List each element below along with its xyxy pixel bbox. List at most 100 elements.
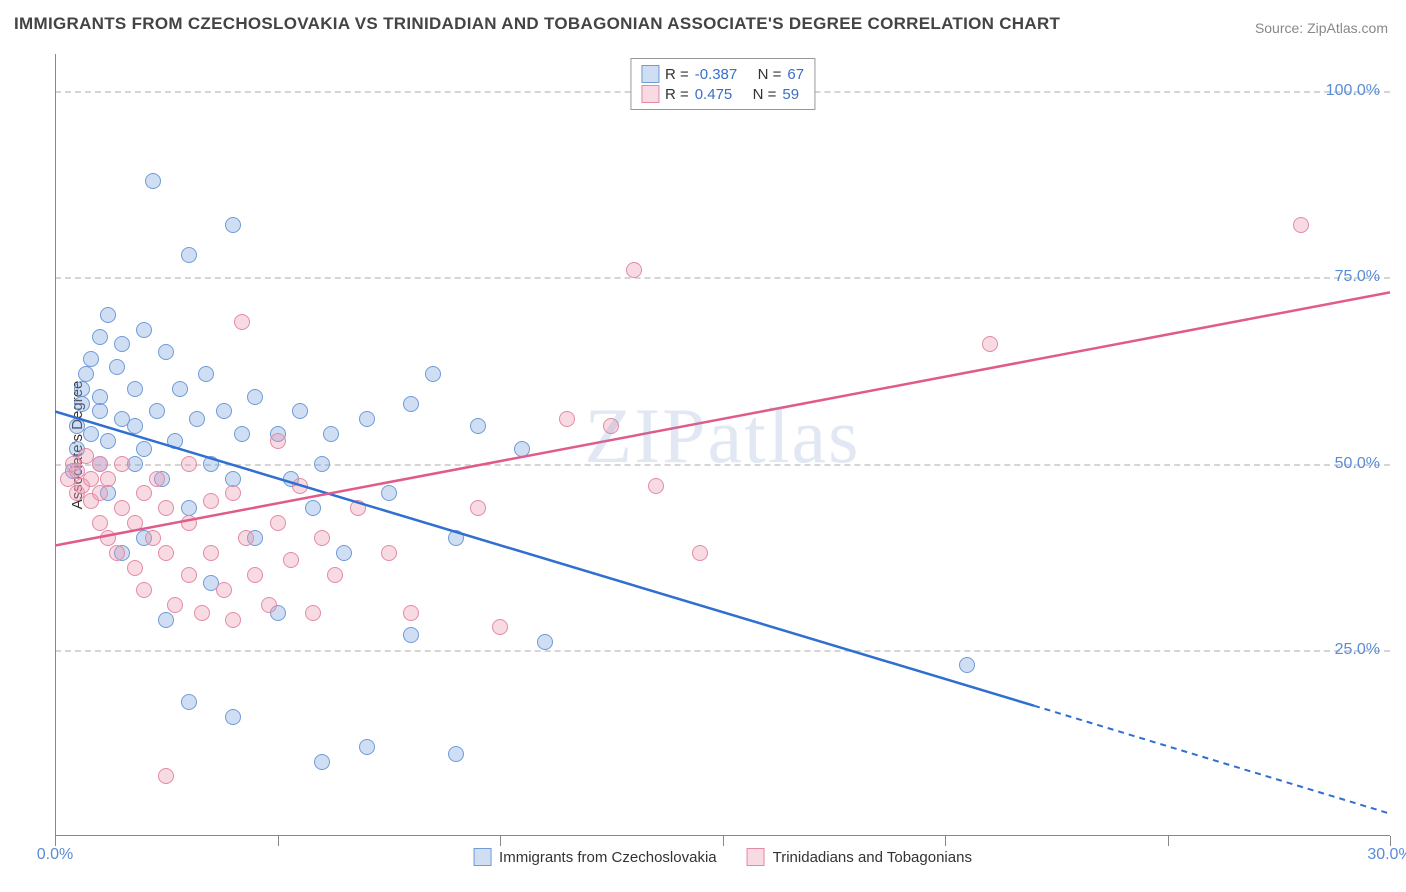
legend-stats: R = -0.387 N = 67 R = 0.475 N = 59 — [630, 58, 815, 110]
swatch-pink-icon — [747, 848, 765, 866]
scatter-point — [305, 605, 321, 621]
scatter-point — [982, 336, 998, 352]
scatter-point — [425, 366, 441, 382]
scatter-point — [114, 336, 130, 352]
scatter-point — [83, 426, 99, 442]
chart-title: IMMIGRANTS FROM CZECHOSLOVAKIA VS TRINID… — [14, 14, 1060, 34]
scatter-point — [603, 418, 619, 434]
scatter-point — [181, 567, 197, 583]
n-label: N = — [758, 66, 782, 83]
scatter-point — [100, 530, 116, 546]
scatter-point — [359, 411, 375, 427]
scatter-point — [136, 322, 152, 338]
scatter-point — [403, 396, 419, 412]
legend-stats-row-2: R = 0.475 N = 59 — [641, 85, 804, 103]
scatter-point — [198, 366, 214, 382]
scatter-point — [537, 634, 553, 650]
scatter-point — [323, 426, 339, 442]
scatter-point — [492, 619, 508, 635]
scatter-point — [74, 381, 90, 397]
scatter-point — [470, 418, 486, 434]
trend-lines — [55, 54, 1390, 836]
scatter-point — [114, 456, 130, 472]
scatter-point — [203, 545, 219, 561]
plot-area: Associate's Degree 25.0%50.0%75.0%100.0%… — [55, 54, 1390, 836]
scatter-point — [327, 567, 343, 583]
scatter-point — [448, 746, 464, 762]
scatter-point — [145, 530, 161, 546]
r-value-pink: 0.475 — [695, 86, 733, 103]
legend-stats-row-1: R = -0.387 N = 67 — [641, 65, 804, 83]
scatter-point — [149, 403, 165, 419]
scatter-point — [292, 478, 308, 494]
scatter-point — [234, 314, 250, 330]
scatter-point — [216, 403, 232, 419]
scatter-point — [238, 530, 254, 546]
scatter-point — [194, 605, 210, 621]
scatter-point — [314, 456, 330, 472]
scatter-point — [225, 217, 241, 233]
y-tick-label: 75.0% — [1335, 268, 1380, 286]
scatter-point — [359, 739, 375, 755]
scatter-point — [92, 403, 108, 419]
scatter-point — [225, 612, 241, 628]
scatter-point — [181, 694, 197, 710]
scatter-point — [448, 530, 464, 546]
scatter-point — [203, 456, 219, 472]
series-label-blue: Immigrants from Czechoslovakia — [499, 849, 717, 866]
scatter-point — [350, 500, 366, 516]
scatter-point — [314, 754, 330, 770]
scatter-point — [92, 485, 108, 501]
scatter-point — [626, 262, 642, 278]
scatter-point — [158, 344, 174, 360]
scatter-point — [167, 433, 183, 449]
scatter-point — [136, 441, 152, 457]
scatter-point — [83, 351, 99, 367]
scatter-point — [203, 493, 219, 509]
scatter-point — [247, 567, 263, 583]
scatter-point — [158, 545, 174, 561]
y-axis — [55, 54, 56, 836]
scatter-point — [74, 396, 90, 412]
n-value-pink: 59 — [782, 86, 799, 103]
scatter-point — [959, 657, 975, 673]
swatch-blue-icon — [473, 848, 491, 866]
scatter-point — [261, 597, 277, 613]
scatter-point — [225, 471, 241, 487]
watermark: ZIPatlas — [585, 391, 861, 481]
scatter-point — [158, 500, 174, 516]
scatter-point — [270, 433, 286, 449]
scatter-point — [127, 515, 143, 531]
scatter-point — [92, 389, 108, 405]
series-label-pink: Trinidadians and Tobagonians — [773, 849, 972, 866]
x-tick-label: 0.0% — [37, 846, 73, 864]
scatter-point — [181, 247, 197, 263]
n-value-blue: 67 — [787, 66, 804, 83]
y-tick-label: 50.0% — [1335, 455, 1380, 473]
scatter-point — [234, 426, 250, 442]
legend-item-blue: Immigrants from Czechoslovakia — [473, 848, 717, 866]
scatter-point — [189, 411, 205, 427]
r-label: R = — [665, 66, 689, 83]
source-attribution: Source: ZipAtlas.com — [1255, 20, 1388, 36]
scatter-point — [292, 403, 308, 419]
x-tick-label: 30.0% — [1367, 846, 1406, 864]
scatter-point — [336, 545, 352, 561]
scatter-point — [559, 411, 575, 427]
scatter-point — [109, 359, 125, 375]
scatter-point — [305, 500, 321, 516]
scatter-point — [1293, 217, 1309, 233]
scatter-point — [648, 478, 664, 494]
scatter-point — [381, 545, 397, 561]
scatter-point — [181, 515, 197, 531]
r-value-blue: -0.387 — [695, 66, 738, 83]
scatter-point — [403, 627, 419, 643]
scatter-point — [83, 471, 99, 487]
scatter-point — [225, 485, 241, 501]
scatter-point — [114, 500, 130, 516]
scatter-point — [109, 545, 125, 561]
swatch-blue-icon — [641, 65, 659, 83]
scatter-point — [149, 471, 165, 487]
scatter-point — [514, 441, 530, 457]
scatter-point — [100, 433, 116, 449]
